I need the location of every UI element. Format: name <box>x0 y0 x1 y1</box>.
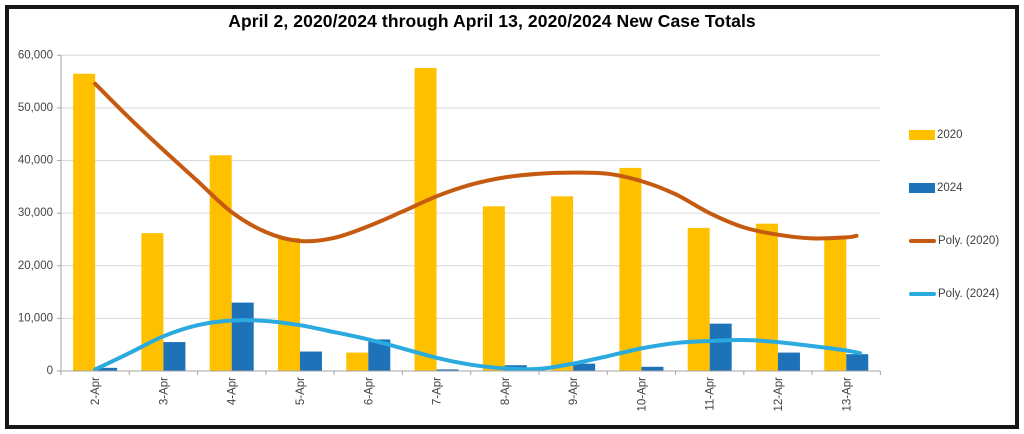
legend-item-2024[interactable]: 2024 <box>909 182 963 194</box>
bar-2020-7-Apr[interactable] <box>414 67 437 371</box>
legend-item-2020[interactable]: 2020 <box>909 129 963 141</box>
bar-2020-3-Apr[interactable] <box>141 233 164 371</box>
x-axis-tick-label: 5-Apr <box>295 377 307 405</box>
bar-2024-2-Apr[interactable] <box>95 367 118 371</box>
x-axis-tick-label: 3-Apr <box>158 377 170 405</box>
legend-label-poly-2020: Poly. (2020) <box>938 235 1000 247</box>
x-axis-tick-label: 7-Apr <box>432 377 444 405</box>
bar-2020-12-Apr[interactable] <box>755 223 778 371</box>
bar-2024-3-Apr[interactable] <box>163 342 186 371</box>
trendline-2024[interactable] <box>93 318 862 372</box>
bar-2024-13-Apr[interactable] <box>846 354 869 371</box>
x-axis-tick-label: 10-Apr <box>636 377 648 412</box>
bar-2024-12-Apr[interactable] <box>777 352 800 371</box>
bar-2020-9-Apr[interactable] <box>551 196 574 371</box>
x-axis-tick-label: 2-Apr <box>90 377 102 405</box>
x-axis-tick-label: 6-Apr <box>363 377 375 405</box>
bar-2020-4-Apr[interactable] <box>209 155 232 371</box>
chart-title: April 2, 2020/2024 through April 13, 202… <box>228 11 756 31</box>
legend-label-2020: 2020 <box>937 129 963 141</box>
y-axis-tick-label: 20,000 <box>18 260 53 272</box>
bar-2020-5-Apr[interactable] <box>277 237 300 371</box>
bar-2020-13-Apr[interactable] <box>824 239 847 371</box>
bar-2020-6-Apr[interactable] <box>346 352 369 371</box>
x-axis-tick-label: 12-Apr <box>773 377 785 412</box>
bar-2024-5-Apr[interactable] <box>299 351 322 371</box>
legend-swatch-poly-2024 <box>909 291 936 297</box>
y-axis-tick-label: 40,000 <box>18 155 53 167</box>
bar-2024-10-Apr[interactable] <box>641 366 664 371</box>
trendline-2020[interactable] <box>93 81 859 244</box>
legend-item-poly-2024[interactable]: Poly. (2024) <box>909 288 999 300</box>
bar-2024-9-Apr[interactable] <box>573 363 596 371</box>
legend-swatch-2020 <box>909 130 935 140</box>
bar-2020-2-Apr[interactable] <box>73 73 96 372</box>
legend-swatch-poly-2020 <box>909 238 936 244</box>
bar-2020-8-Apr[interactable] <box>482 206 505 371</box>
y-axis-tick-label: 0 <box>47 365 53 377</box>
legend-label-poly-2024: Poly. (2024) <box>938 288 1000 300</box>
bar-2020-10-Apr[interactable] <box>619 167 642 371</box>
x-axis-tick-label: 9-Apr <box>568 377 580 405</box>
x-axis-tick-label: 11-Apr <box>705 377 717 411</box>
legend-label-2024: 2024 <box>937 182 963 194</box>
bar-2024-7-Apr[interactable] <box>436 369 459 371</box>
x-axis-tick-label: 13-Apr <box>841 377 853 412</box>
bar-2020-11-Apr[interactable] <box>687 227 710 371</box>
bar-2024-6-Apr[interactable] <box>368 339 391 371</box>
y-axis-tick-label: 30,000 <box>18 207 53 219</box>
bar-2024-11-Apr[interactable] <box>709 323 732 371</box>
x-axis-tick-label: 4-Apr <box>227 377 239 405</box>
y-axis-tick-label: 50,000 <box>18 102 53 114</box>
bar-2024-4-Apr[interactable] <box>231 302 254 371</box>
y-axis-tick-label: 10,000 <box>18 312 53 324</box>
legend-item-poly-2020[interactable]: Poly. (2020) <box>909 235 999 247</box>
legend-swatch-2024 <box>909 183 935 193</box>
y-axis-tick-label: 60,000 <box>18 49 53 61</box>
x-axis-tick-label: 8-Apr <box>500 377 512 405</box>
legend: 2020 2024 Poly. (2020) Poly. (2024) <box>909 0 1019 434</box>
